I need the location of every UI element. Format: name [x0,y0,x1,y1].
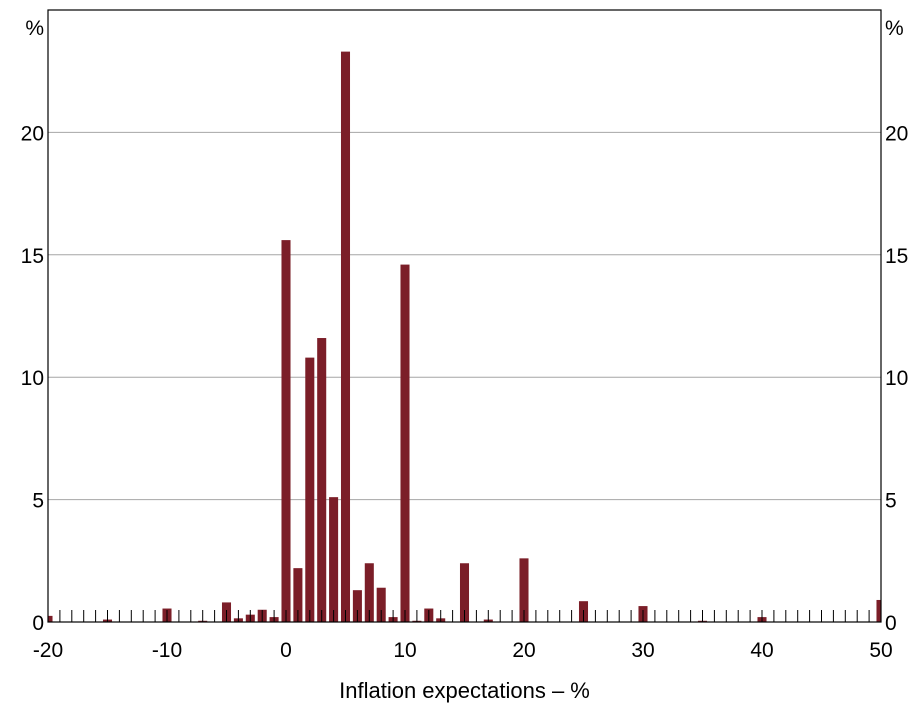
y-tick-label: 15 [885,245,908,268]
x-tick-label: 40 [750,639,773,662]
x-tick-label: -20 [33,639,63,662]
gridlines [48,131,881,501]
bar [48,615,53,622]
y-tick-labels-right: 0 5 10 15 20 [885,122,908,635]
y-tick-label: 5 [885,490,897,513]
x-tick-label: -10 [152,639,182,662]
y-tick-label: 20 [21,122,44,145]
y-tick-label: 20 [885,122,908,145]
y-unit-label-left: % [25,17,44,40]
y-tick-labels-left: 0 5 10 15 20 [21,122,44,635]
x-tick-label: 10 [393,639,416,662]
y-tick-label: 15 [21,245,44,268]
y-unit-label-right: % [885,17,904,40]
bar [305,357,315,622]
y-tick-label: 10 [21,367,44,390]
bar [400,264,410,622]
bar [519,558,529,622]
plot-frame [47,9,882,623]
y-tick-label: 0 [885,612,897,635]
bars [48,51,881,622]
bar [352,590,362,622]
bar [876,599,881,622]
x-tick-label: 50 [869,639,892,662]
x-tick-label: 30 [631,639,654,662]
x-tick-labels: -20 -10 0 10 20 30 40 50 [33,639,893,662]
bar [329,497,339,622]
bar [293,568,303,622]
x-tick-label: 0 [280,639,292,662]
y-tick-label: 5 [32,490,44,513]
y-tick-label: 10 [885,367,908,390]
bar [317,338,327,622]
bar [376,587,386,622]
y-tick-label: 0 [32,612,44,635]
bar [340,51,351,622]
x-tick-label: 20 [512,639,535,662]
x-axis-title: Inflation expectations – % [339,678,590,703]
bar [364,563,374,622]
minor-ticks [47,610,882,622]
bar [281,240,291,622]
bar [459,563,470,622]
